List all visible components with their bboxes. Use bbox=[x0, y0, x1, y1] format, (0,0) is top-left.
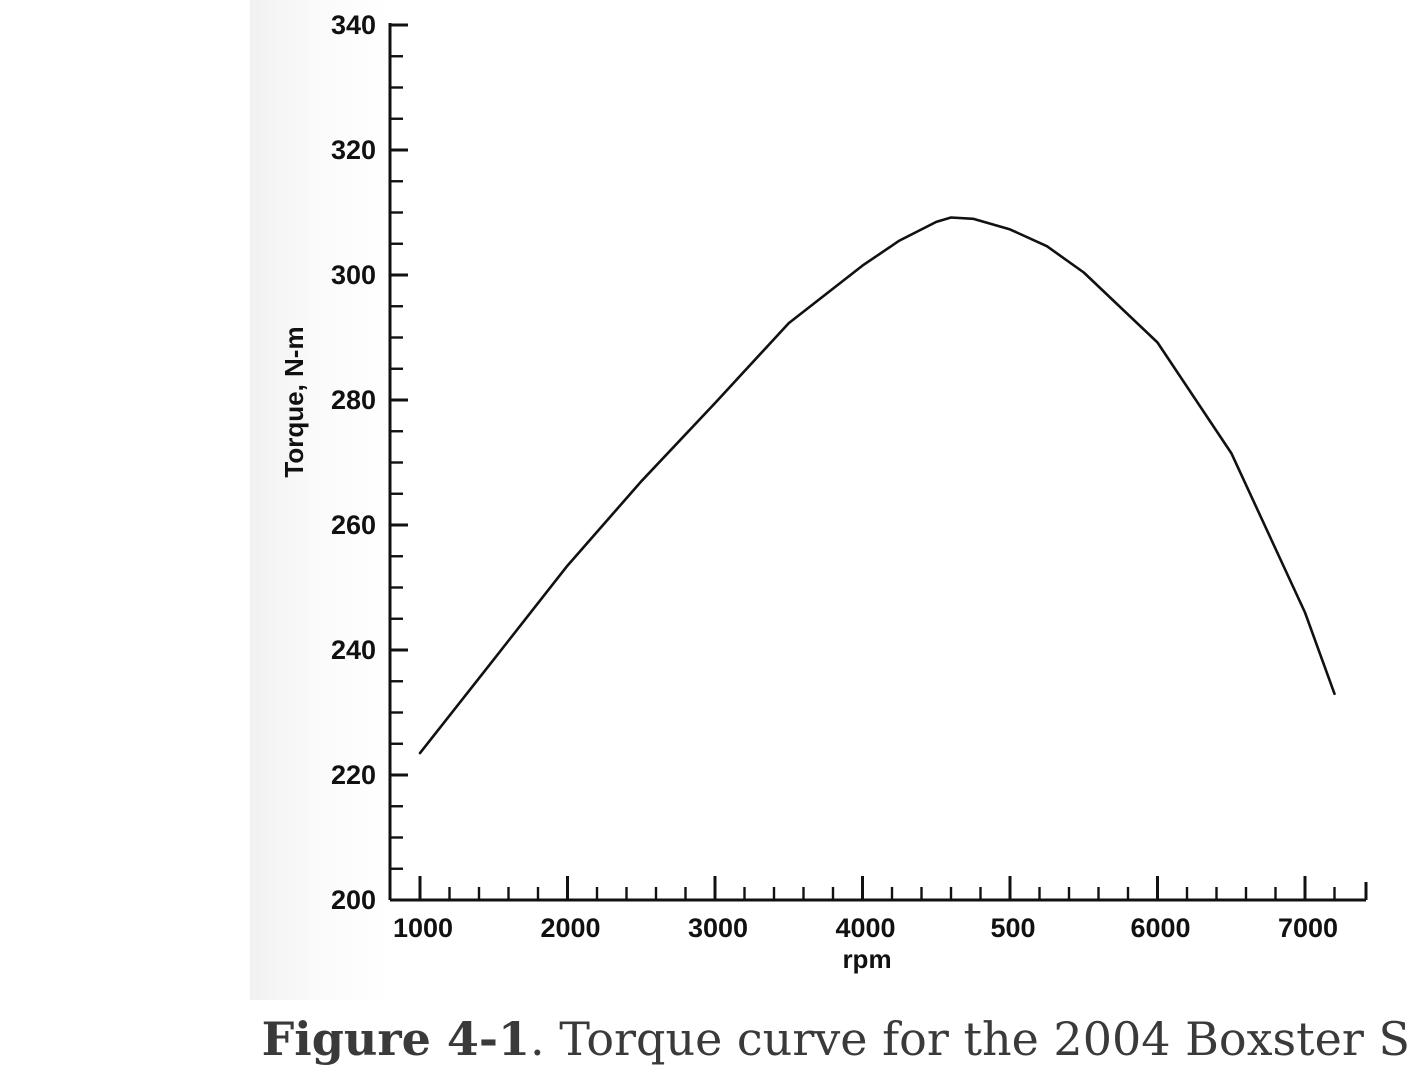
x-tick-label: 2000 bbox=[540, 913, 600, 943]
x-tick-label: 1000 bbox=[393, 913, 453, 943]
torque-chart: 200 220 240 260 280 300 320 340 1000 2000 3000 4000… bbox=[279, 10, 1368, 974]
x-tick-label: 7000 bbox=[1278, 913, 1338, 943]
y-tick-label: 280 bbox=[331, 385, 376, 415]
x-tick-label: 4000 bbox=[835, 913, 895, 943]
axes bbox=[388, 23, 1368, 902]
tick-labels: 200 220 240 260 280 300 320 340 1000 2000 3000 4000… bbox=[331, 10, 1338, 943]
y-tick-label: 300 bbox=[331, 260, 376, 290]
y-tick-label: 340 bbox=[331, 10, 376, 40]
caption-text: . Torque curve for the 2004 Boxster S bbox=[529, 1012, 1410, 1066]
x-tick-label: 6000 bbox=[1130, 913, 1190, 943]
y-tick-label: 240 bbox=[331, 635, 376, 665]
torque-curve bbox=[418, 216, 1336, 755]
ticks bbox=[390, 23, 1336, 902]
x-axis-label: rpm bbox=[842, 944, 891, 974]
y-tick-label: 200 bbox=[331, 885, 376, 915]
caption-label: Figure 4-1 bbox=[261, 1012, 530, 1066]
figure-caption: Figure 4-1. Torque curve for the 2004 Bo… bbox=[0, 1012, 1410, 1066]
y-tick-label: 260 bbox=[331, 510, 376, 540]
y-axis-label: Torque, N-m bbox=[279, 326, 309, 477]
y-tick-label: 220 bbox=[331, 760, 376, 790]
scan-shade bbox=[250, 0, 390, 1000]
series bbox=[418, 216, 1336, 755]
x-tick-label: 500 bbox=[990, 913, 1035, 943]
y-tick-label: 320 bbox=[331, 135, 376, 165]
x-tick-label: 3000 bbox=[688, 913, 748, 943]
